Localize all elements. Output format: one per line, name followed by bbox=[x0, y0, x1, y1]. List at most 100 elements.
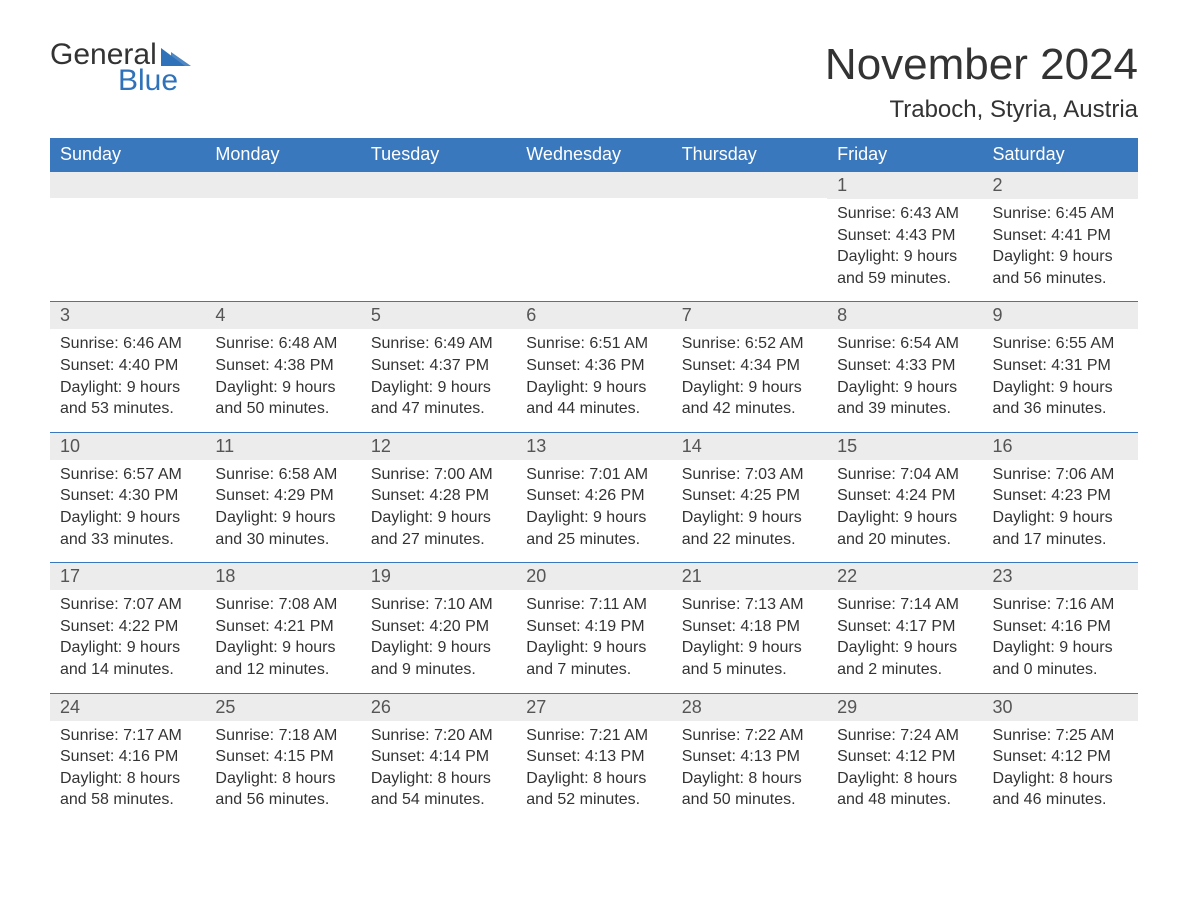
daylight-text: Daylight: 9 hours bbox=[837, 246, 972, 268]
daylight-text: and 9 minutes. bbox=[371, 659, 506, 681]
daylight-text: and 20 minutes. bbox=[837, 529, 972, 551]
sunset-text: Sunset: 4:34 PM bbox=[682, 355, 817, 377]
sunset-text: Sunset: 4:30 PM bbox=[60, 485, 195, 507]
daylight-text: and 42 minutes. bbox=[682, 398, 817, 420]
calendar: Sunday Monday Tuesday Wednesday Thursday… bbox=[50, 138, 1138, 823]
day-body: Sunrise: 6:57 AMSunset: 4:30 PMDaylight:… bbox=[50, 464, 205, 550]
sunrise-text: Sunrise: 6:45 AM bbox=[993, 203, 1128, 225]
weekday-header: Thursday bbox=[672, 138, 827, 171]
day-number: 3 bbox=[50, 302, 205, 329]
day-number: 26 bbox=[361, 694, 516, 721]
daylight-text: Daylight: 8 hours bbox=[993, 768, 1128, 790]
daylight-text: Daylight: 9 hours bbox=[993, 507, 1128, 529]
daylight-text: Daylight: 9 hours bbox=[526, 377, 661, 399]
sunrise-text: Sunrise: 6:48 AM bbox=[215, 333, 350, 355]
sunrise-text: Sunrise: 7:17 AM bbox=[60, 725, 195, 747]
day-body: Sunrise: 7:22 AMSunset: 4:13 PMDaylight:… bbox=[672, 725, 827, 811]
sunset-text: Sunset: 4:16 PM bbox=[60, 746, 195, 768]
weeks-container: 1Sunrise: 6:43 AMSunset: 4:43 PMDaylight… bbox=[50, 171, 1138, 823]
day-number: 25 bbox=[205, 694, 360, 721]
sunrise-text: Sunrise: 7:04 AM bbox=[837, 464, 972, 486]
day-body: Sunrise: 6:54 AMSunset: 4:33 PMDaylight:… bbox=[827, 333, 982, 419]
daylight-text: Daylight: 9 hours bbox=[526, 637, 661, 659]
week-row: 1Sunrise: 6:43 AMSunset: 4:43 PMDaylight… bbox=[50, 171, 1138, 301]
day-number: 4 bbox=[205, 302, 360, 329]
week-row: 10 Sunrise: 6:57 AMSunset: 4:30 PMDayligh… bbox=[50, 432, 1138, 562]
weekday-header: Sunday bbox=[50, 138, 205, 171]
day-body: Sunrise: 6:52 AMSunset: 4:34 PMDaylight:… bbox=[672, 333, 827, 419]
daylight-text: Daylight: 9 hours bbox=[993, 377, 1128, 399]
day-number: 1 bbox=[827, 172, 982, 199]
day-body: Sunrise: 7:18 AMSunset: 4:15 PMDaylight:… bbox=[205, 725, 360, 811]
daylight-text: and 12 minutes. bbox=[215, 659, 350, 681]
day-cell: 8 Sunrise: 6:54 AMSunset: 4:33 PMDaylight… bbox=[827, 302, 982, 431]
day-number: 8 bbox=[827, 302, 982, 329]
daylight-text: and 0 minutes. bbox=[993, 659, 1128, 681]
daylight-text: and 7 minutes. bbox=[526, 659, 661, 681]
daylight-text: and 50 minutes. bbox=[682, 789, 817, 811]
logo-triangle-icon bbox=[161, 44, 193, 66]
daylight-text: Daylight: 8 hours bbox=[371, 768, 506, 790]
week-row: 17Sunrise: 7:07 AMSunset: 4:22 PMDayligh… bbox=[50, 562, 1138, 692]
weekday-header: Saturday bbox=[983, 138, 1138, 171]
weekday-header: Monday bbox=[205, 138, 360, 171]
day-cell: 10 Sunrise: 6:57 AMSunset: 4:30 PMDayligh… bbox=[50, 433, 205, 562]
daylight-text: and 58 minutes. bbox=[60, 789, 195, 811]
daylight-text: Daylight: 9 hours bbox=[215, 637, 350, 659]
day-cell: 11 Sunrise: 6:58 AMSunset: 4:29 PMDayligh… bbox=[205, 433, 360, 562]
daylight-text: and 30 minutes. bbox=[215, 529, 350, 551]
sunset-text: Sunset: 4:18 PM bbox=[682, 616, 817, 638]
daylight-text: Daylight: 8 hours bbox=[682, 768, 817, 790]
day-body: Sunrise: 6:46 AMSunset: 4:40 PMDaylight:… bbox=[50, 333, 205, 419]
daylight-text: Daylight: 9 hours bbox=[837, 377, 972, 399]
sunrise-text: Sunrise: 6:51 AM bbox=[526, 333, 661, 355]
daylight-text: and 5 minutes. bbox=[682, 659, 817, 681]
logo-word-2: Blue bbox=[118, 66, 193, 96]
daylight-text: and 48 minutes. bbox=[837, 789, 972, 811]
day-body: Sunrise: 6:49 AMSunset: 4:37 PMDaylight:… bbox=[361, 333, 516, 419]
daylight-text: Daylight: 9 hours bbox=[371, 507, 506, 529]
daylight-text: Daylight: 8 hours bbox=[526, 768, 661, 790]
daylight-text: and 50 minutes. bbox=[215, 398, 350, 420]
daylight-text: Daylight: 9 hours bbox=[60, 507, 195, 529]
day-body: Sunrise: 7:21 AMSunset: 4:13 PMDaylight:… bbox=[516, 725, 671, 811]
day-cell: 20Sunrise: 7:11 AMSunset: 4:19 PMDayligh… bbox=[516, 563, 671, 692]
daylight-text: Daylight: 9 hours bbox=[371, 637, 506, 659]
sunset-text: Sunset: 4:36 PM bbox=[526, 355, 661, 377]
sunrise-text: Sunrise: 7:24 AM bbox=[837, 725, 972, 747]
day-number: 11 bbox=[205, 433, 360, 460]
day-body: Sunrise: 6:58 AMSunset: 4:29 PMDaylight:… bbox=[205, 464, 360, 550]
sunset-text: Sunset: 4:43 PM bbox=[837, 225, 972, 247]
sunset-text: Sunset: 4:22 PM bbox=[60, 616, 195, 638]
sunset-text: Sunset: 4:20 PM bbox=[371, 616, 506, 638]
day-body: Sunrise: 7:04 AMSunset: 4:24 PMDaylight:… bbox=[827, 464, 982, 550]
daylight-text: and 47 minutes. bbox=[371, 398, 506, 420]
day-cell: 22Sunrise: 7:14 AMSunset: 4:17 PMDayligh… bbox=[827, 563, 982, 692]
sunset-text: Sunset: 4:41 PM bbox=[993, 225, 1128, 247]
day-body: Sunrise: 7:03 AMSunset: 4:25 PMDaylight:… bbox=[672, 464, 827, 550]
sunset-text: Sunset: 4:31 PM bbox=[993, 355, 1128, 377]
sunset-text: Sunset: 4:25 PM bbox=[682, 485, 817, 507]
daylight-text: Daylight: 9 hours bbox=[682, 377, 817, 399]
sunset-text: Sunset: 4:15 PM bbox=[215, 746, 350, 768]
sunrise-text: Sunrise: 6:46 AM bbox=[60, 333, 195, 355]
location: Traboch, Styria, Austria bbox=[825, 96, 1138, 124]
day-number: 6 bbox=[516, 302, 671, 329]
sunrise-text: Sunrise: 7:00 AM bbox=[371, 464, 506, 486]
sunrise-text: Sunrise: 7:13 AM bbox=[682, 594, 817, 616]
day-number: 15 bbox=[827, 433, 982, 460]
day-cell bbox=[361, 172, 516, 301]
day-cell: 27Sunrise: 7:21 AMSunset: 4:13 PMDayligh… bbox=[516, 694, 671, 823]
sunset-text: Sunset: 4:13 PM bbox=[526, 746, 661, 768]
day-number bbox=[516, 172, 671, 198]
day-cell: 30Sunrise: 7:25 AMSunset: 4:12 PMDayligh… bbox=[983, 694, 1138, 823]
day-cell bbox=[205, 172, 360, 301]
day-cell: 2Sunrise: 6:45 AMSunset: 4:41 PMDaylight… bbox=[983, 172, 1138, 301]
day-number: 10 bbox=[50, 433, 205, 460]
sunset-text: Sunset: 4:12 PM bbox=[993, 746, 1128, 768]
day-number: 30 bbox=[983, 694, 1138, 721]
day-cell: 13Sunrise: 7:01 AMSunset: 4:26 PMDayligh… bbox=[516, 433, 671, 562]
day-number: 12 bbox=[361, 433, 516, 460]
day-body: Sunrise: 7:08 AMSunset: 4:21 PMDaylight:… bbox=[205, 594, 360, 680]
sunrise-text: Sunrise: 7:03 AM bbox=[682, 464, 817, 486]
